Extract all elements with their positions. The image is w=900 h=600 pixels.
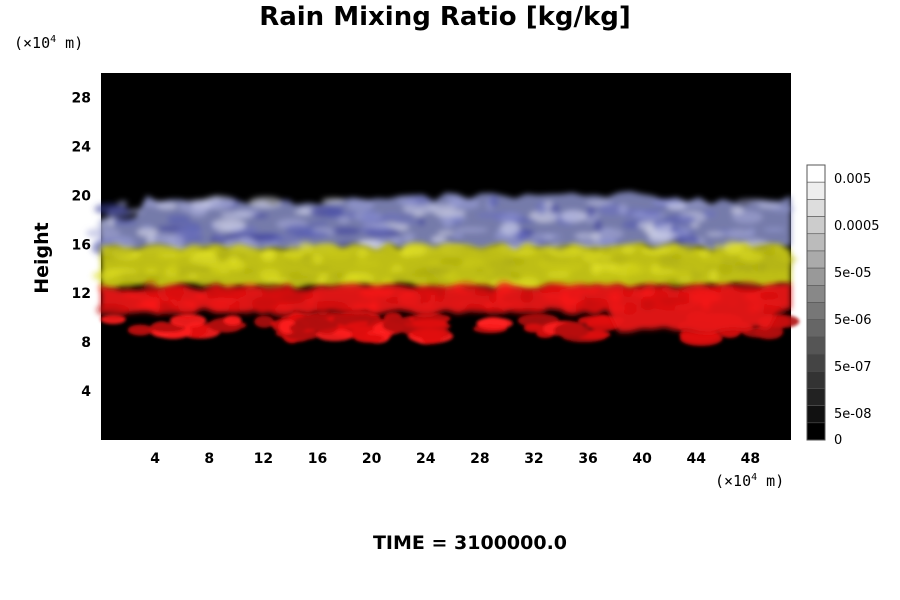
colorbar-level	[806, 164, 826, 183]
time-label: TIME = 3100000.0	[372, 532, 568, 554]
x-tick-label: 28	[470, 451, 489, 467]
y-tick-label: 28	[72, 90, 91, 106]
colorbar-label: 0	[834, 433, 842, 448]
y-tick-label: 24	[72, 139, 92, 155]
colorbar-level	[806, 250, 826, 269]
y-axis-ticks: 4 8 12 16 20 24 28	[72, 90, 92, 400]
rain-field	[85, 191, 800, 346]
x-tick-label: 24	[416, 451, 436, 467]
colorbar-level	[806, 199, 826, 217]
x-tick-label: 8	[204, 451, 214, 467]
colorbar: 0.005 0.0005 5e-05 5e-06 5e-07 5e-08 0	[806, 164, 880, 448]
colorbar-frame	[806, 164, 826, 441]
y-tick-label: 8	[81, 335, 91, 351]
colorbar-level	[806, 233, 826, 252]
x-tick-label: 16	[308, 451, 327, 467]
band-red-layer	[96, 281, 791, 334]
colorbar-level	[806, 216, 826, 235]
colorbar-level	[806, 353, 826, 372]
x-axis-ticks: 4 8 12 16 20 24 28 32 36 40 44 48	[150, 451, 760, 467]
band-yellow-layer	[92, 240, 798, 293]
colorbar-level	[806, 336, 826, 355]
colorbar-level	[806, 302, 826, 320]
colorbar-label: 5e-05	[834, 266, 872, 281]
colorbar-level	[806, 405, 826, 424]
colorbar-label: 0.005	[834, 172, 871, 187]
x-tick-label: 12	[254, 451, 273, 467]
colorbar-level	[806, 319, 826, 338]
colorbar-level	[806, 422, 826, 441]
x-tick-label: 48	[741, 451, 760, 467]
y-tick-label: 20	[72, 188, 92, 204]
x-tick-label: 4	[150, 451, 160, 467]
y-tick-label: 16	[72, 237, 91, 253]
colorbar-level	[806, 285, 826, 303]
x-tick-label: 44	[687, 451, 707, 467]
y-tick-label: 4	[81, 384, 91, 400]
x-tick-label: 36	[578, 451, 597, 467]
colorbar-label: 0.0005	[834, 219, 880, 234]
colorbar-level	[806, 370, 826, 389]
chart-title: Rain Mixing Ratio [kg/kg]	[259, 2, 631, 32]
colorbar-label: 5e-06	[834, 313, 872, 328]
x-tick-label: 40	[632, 451, 652, 467]
colorbar-label: 5e-07	[834, 360, 872, 375]
x-tick-label: 20	[362, 451, 382, 467]
band-lower-red-patches	[100, 310, 800, 346]
colorbar-label: 5e-08	[834, 407, 872, 422]
colorbar-level	[806, 388, 826, 406]
y-tick-label: 12	[72, 286, 91, 302]
y-axis-unit: (×104 m)	[14, 34, 84, 52]
x-tick-label: 32	[524, 451, 543, 467]
x-axis-unit: (×104 m)	[715, 472, 785, 490]
colorbar-level	[806, 181, 826, 200]
colorbar-level	[806, 267, 826, 286]
